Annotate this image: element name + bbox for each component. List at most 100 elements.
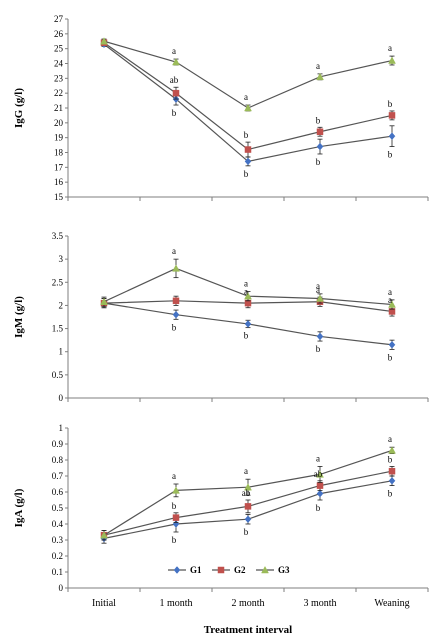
data-point bbox=[172, 264, 180, 272]
y-tick-label: 20 bbox=[54, 118, 64, 128]
y-tick-label: 0.7 bbox=[52, 471, 64, 481]
significance-label: a bbox=[388, 434, 392, 444]
significance-label: a bbox=[244, 466, 248, 476]
significance-label: ab bbox=[242, 488, 251, 498]
legend-marker bbox=[261, 565, 269, 574]
data-point bbox=[316, 128, 324, 135]
data-point bbox=[388, 467, 396, 475]
y-tick-label: 22 bbox=[54, 88, 63, 98]
data-point bbox=[244, 146, 252, 153]
significance-label: a bbox=[244, 92, 248, 102]
significance-label: a bbox=[388, 295, 392, 305]
y-tick-label: 3 bbox=[59, 254, 64, 264]
data-point bbox=[388, 446, 396, 454]
y-tick-label: 16 bbox=[54, 177, 64, 187]
significance-label: ab bbox=[170, 75, 179, 85]
significance-label: b bbox=[388, 454, 393, 464]
shared-x-axis: Initial 1 month 2 month 3 month Weaning bbox=[92, 598, 410, 609]
y-tick-label: 21 bbox=[54, 103, 63, 113]
legend-marker bbox=[217, 566, 225, 574]
y-tick-label: 1 bbox=[59, 347, 64, 357]
series-g3 bbox=[100, 446, 396, 541]
data-point bbox=[172, 89, 180, 97]
y-tick-label: 0.6 bbox=[52, 487, 64, 497]
data-point bbox=[244, 320, 252, 328]
y-tick-label: 19 bbox=[54, 133, 64, 143]
data-point bbox=[316, 482, 324, 489]
y-axis-title: IgA (g/l) bbox=[13, 488, 25, 527]
y-tick-label: 18 bbox=[54, 148, 64, 158]
data-point bbox=[316, 142, 324, 151]
significance-label: b bbox=[388, 150, 393, 160]
y-tick-label: 1 bbox=[59, 423, 64, 433]
legend-item-g2: G2 bbox=[212, 565, 246, 575]
series-g3 bbox=[100, 37, 396, 112]
significance-label: b bbox=[244, 527, 249, 537]
y-tick-label: 17 bbox=[54, 162, 64, 172]
data-point bbox=[244, 483, 252, 491]
significance-label: b bbox=[244, 331, 249, 341]
series-line bbox=[103, 40, 393, 109]
y-axis-title: IgG (g/l) bbox=[13, 88, 25, 128]
y-tick-label: 0.8 bbox=[52, 455, 64, 465]
data-point bbox=[172, 57, 180, 66]
legend-label: G1 bbox=[190, 565, 202, 575]
data-point bbox=[316, 294, 324, 302]
y-tick-label: 2 bbox=[59, 300, 64, 310]
data-point bbox=[388, 112, 396, 119]
data-point bbox=[244, 292, 252, 300]
significance-label: b bbox=[388, 352, 393, 362]
x-tick-label: Weaning bbox=[374, 598, 409, 609]
significance-label: ab bbox=[314, 469, 323, 479]
data-point bbox=[316, 72, 324, 81]
data-point bbox=[316, 470, 324, 478]
data-point bbox=[244, 503, 252, 510]
data-point bbox=[244, 515, 252, 524]
x-tick-label: 2 month bbox=[231, 598, 264, 609]
legend-item-g1: G1 bbox=[168, 565, 202, 575]
y-axis-title: IgM (g/l) bbox=[13, 296, 25, 338]
significance-label: b bbox=[172, 501, 177, 511]
data-point bbox=[388, 132, 396, 141]
significance-label: a bbox=[244, 279, 248, 289]
significance-label: b bbox=[172, 108, 177, 118]
significance-label: a bbox=[316, 453, 320, 463]
significance-label: b bbox=[316, 157, 321, 167]
data-point bbox=[316, 332, 324, 341]
legend-label: G3 bbox=[278, 565, 290, 575]
data-point bbox=[388, 476, 396, 485]
y-tick-label: 27 bbox=[54, 14, 64, 24]
significance-label: b bbox=[172, 322, 177, 332]
y-tick-label: 23 bbox=[54, 73, 64, 83]
y-tick-label: 15 bbox=[54, 192, 64, 202]
x-tick-label: 1 month bbox=[159, 598, 192, 609]
x-axis-title: Treatment interval bbox=[204, 624, 292, 636]
y-tick-label: 26 bbox=[54, 29, 64, 39]
significance-label: b bbox=[316, 344, 321, 354]
data-point bbox=[244, 157, 252, 166]
y-tick-label: 25 bbox=[54, 44, 64, 54]
data-point bbox=[388, 300, 396, 308]
data-point bbox=[172, 514, 180, 521]
y-tick-label: 0.5 bbox=[52, 370, 64, 380]
significance-label: a bbox=[388, 287, 392, 297]
significance-label: a bbox=[172, 46, 176, 56]
y-tick-label: 3.5 bbox=[52, 231, 64, 241]
significance-label: b bbox=[388, 99, 393, 109]
significance-label: a bbox=[388, 43, 392, 53]
y-tick-label: 0 bbox=[59, 583, 64, 593]
legend-marker bbox=[173, 566, 181, 574]
data-point bbox=[244, 103, 252, 112]
data-point bbox=[172, 310, 180, 319]
y-tick-label: 0.3 bbox=[52, 535, 64, 545]
significance-label: b bbox=[244, 130, 249, 140]
y-tick-label: 0.5 bbox=[52, 503, 64, 513]
y-tick-label: 0.9 bbox=[52, 439, 64, 449]
significance-label: b bbox=[244, 169, 249, 179]
significance-label: a bbox=[316, 281, 320, 291]
series-g1 bbox=[100, 298, 396, 350]
data-point bbox=[316, 489, 324, 498]
data-point bbox=[100, 297, 108, 305]
